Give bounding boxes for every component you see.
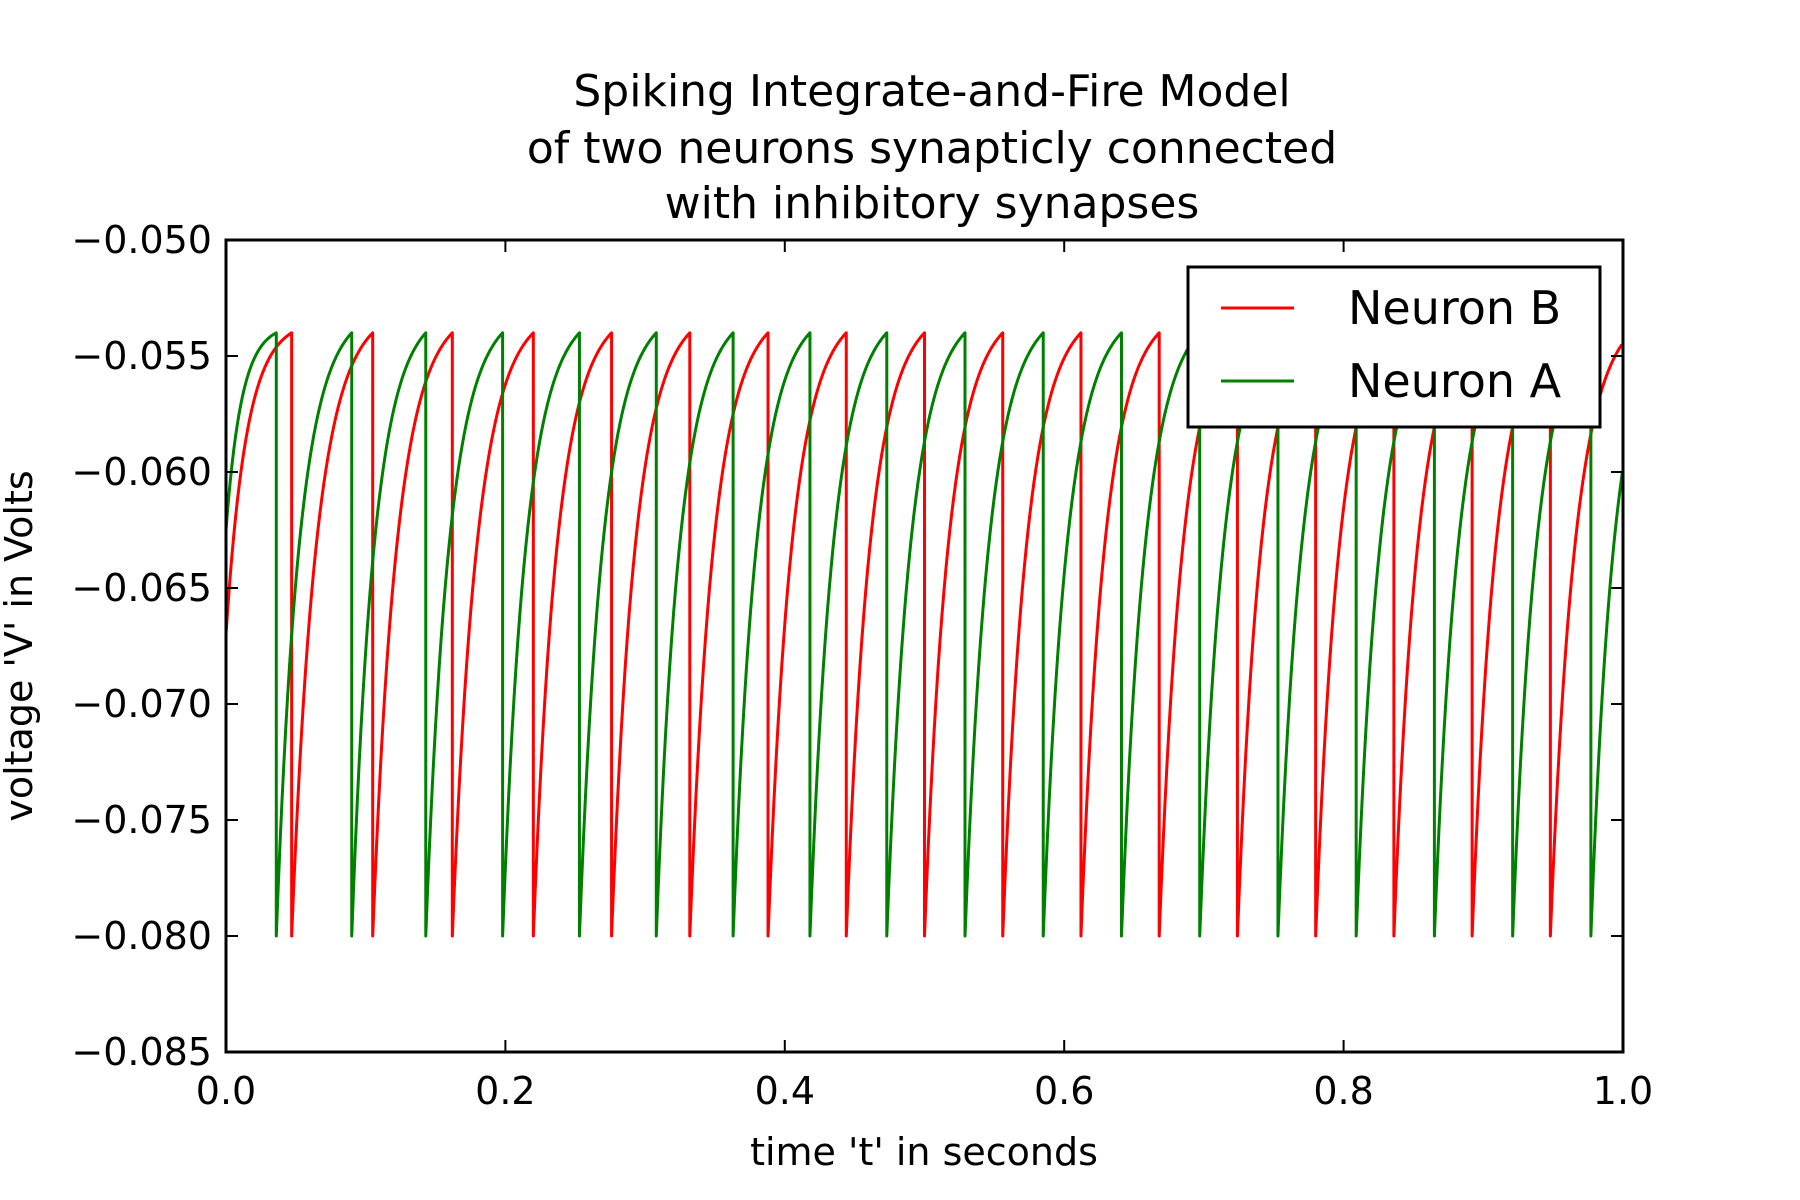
legend-label-neuron-a: Neuron A bbox=[1348, 354, 1562, 408]
chart-title-line-2: of two neurons synapticly connected bbox=[527, 123, 1337, 174]
y-tick-label: −0.085 bbox=[71, 1030, 212, 1074]
chart-title-line-3: with inhibitory synapses bbox=[665, 178, 1200, 229]
series-line-neuron-b bbox=[226, 331, 1623, 938]
x-tick-label: 1.0 bbox=[1593, 1069, 1653, 1113]
y-tick-label: −0.050 bbox=[71, 218, 212, 262]
y-tick-label: −0.075 bbox=[71, 798, 212, 842]
ticks-layer: 0.0 0.2 0.4 0.6 0.8 1.0 −0.050 −0.055 −0.060 −0.0… bbox=[71, 218, 1653, 1113]
y-tick-label: −0.065 bbox=[71, 566, 212, 610]
x-tick-label: 0.6 bbox=[1034, 1069, 1094, 1113]
y-axis-label: voltage 'V' in Volts bbox=[0, 470, 41, 821]
legend: Neuron B Neuron A bbox=[1186, 265, 1602, 429]
legend-box bbox=[1186, 265, 1602, 429]
x-tick-label: 0.4 bbox=[755, 1069, 815, 1113]
legend-label-neuron-b: Neuron B bbox=[1348, 281, 1561, 335]
y-tick-label: −0.070 bbox=[71, 682, 212, 726]
chart-title-line-1: Spiking Integrate-and-Fire Model bbox=[573, 66, 1290, 117]
plot-frame bbox=[224, 238, 1625, 1054]
x-tick-label: 0.0 bbox=[196, 1069, 256, 1113]
y-tick-label: −0.060 bbox=[71, 450, 212, 494]
x-tick-label: 0.2 bbox=[475, 1069, 535, 1113]
x-axis-label: time 't' in seconds bbox=[750, 1130, 1098, 1174]
x-tick-label: 0.8 bbox=[1313, 1069, 1373, 1113]
y-tick-label: −0.055 bbox=[71, 334, 212, 378]
y-tick-label: −0.080 bbox=[71, 914, 212, 958]
